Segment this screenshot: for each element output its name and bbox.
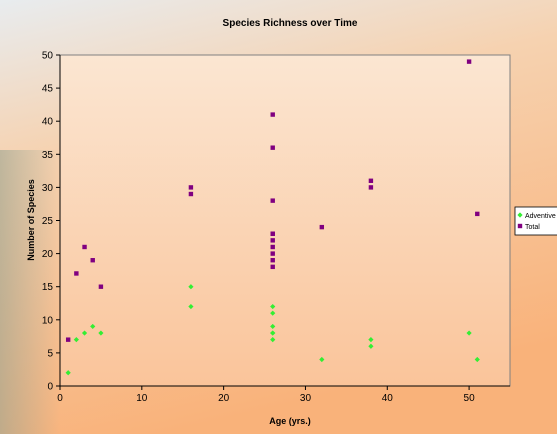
- point: [270, 303, 276, 310]
- point: [474, 356, 480, 363]
- y-tick-label: 25: [42, 216, 54, 227]
- point: [270, 112, 275, 117]
- point: [270, 238, 275, 243]
- point: [90, 323, 96, 330]
- point: [81, 330, 88, 336]
- y-tick-label: 35: [42, 150, 54, 161]
- point: [270, 258, 275, 263]
- legend-marker: [517, 212, 523, 218]
- point: [270, 145, 275, 150]
- point: [188, 303, 194, 310]
- y-tick-label: 20: [42, 249, 54, 260]
- point: [475, 211, 480, 217]
- point: [73, 337, 79, 343]
- y-tick-label: 10: [42, 315, 54, 326]
- point: [270, 244, 275, 250]
- legend-marker: [517, 223, 523, 229]
- point: [270, 310, 276, 316]
- point: [270, 330, 276, 336]
- x-tick-label: 40: [382, 393, 394, 404]
- point: [466, 59, 472, 64]
- point: [270, 251, 275, 256]
- point: [74, 271, 79, 276]
- x-tick-label: 30: [300, 393, 312, 404]
- x-tick-label: 50: [464, 393, 476, 404]
- y-tick-label: 5: [47, 348, 53, 359]
- point: [90, 258, 95, 263]
- legend-label: Adventive: [525, 213, 556, 220]
- point: [188, 185, 194, 190]
- point: [319, 224, 325, 230]
- point: [188, 284, 194, 290]
- y-tick-label: 30: [42, 183, 54, 194]
- legend-label: Total: [525, 224, 540, 231]
- chart-title: Species Richness over Time: [223, 18, 358, 29]
- point: [98, 330, 104, 336]
- point: [270, 231, 275, 236]
- point: [270, 323, 276, 330]
- point: [65, 370, 71, 376]
- point: [319, 356, 325, 363]
- point: [368, 185, 374, 190]
- point: [368, 178, 374, 183]
- point: [270, 337, 276, 343]
- point: [270, 198, 275, 203]
- y-tick-label: 50: [42, 51, 54, 62]
- point: [65, 337, 71, 342]
- point: [82, 244, 87, 250]
- y-tick-label: 45: [42, 84, 54, 95]
- x-axis-label: Age (yrs.): [269, 416, 311, 426]
- x-tick-label: 0: [57, 393, 63, 404]
- x-tick-label: 20: [218, 393, 230, 404]
- plot-area: [59, 54, 511, 387]
- legend-box: [514, 206, 557, 236]
- background-image: [0, 150, 60, 434]
- point: [368, 343, 374, 349]
- point: [466, 330, 472, 336]
- y-tick-label: 40: [42, 117, 54, 128]
- y-axis-label: Number of Species: [26, 179, 36, 261]
- point: [98, 284, 104, 289]
- point: [188, 191, 194, 197]
- x-tick-label: 10: [136, 393, 148, 404]
- point: [368, 337, 374, 343]
- y-tick-label: 15: [42, 282, 54, 293]
- y-tick-label: 0: [47, 382, 53, 393]
- point: [270, 264, 275, 270]
